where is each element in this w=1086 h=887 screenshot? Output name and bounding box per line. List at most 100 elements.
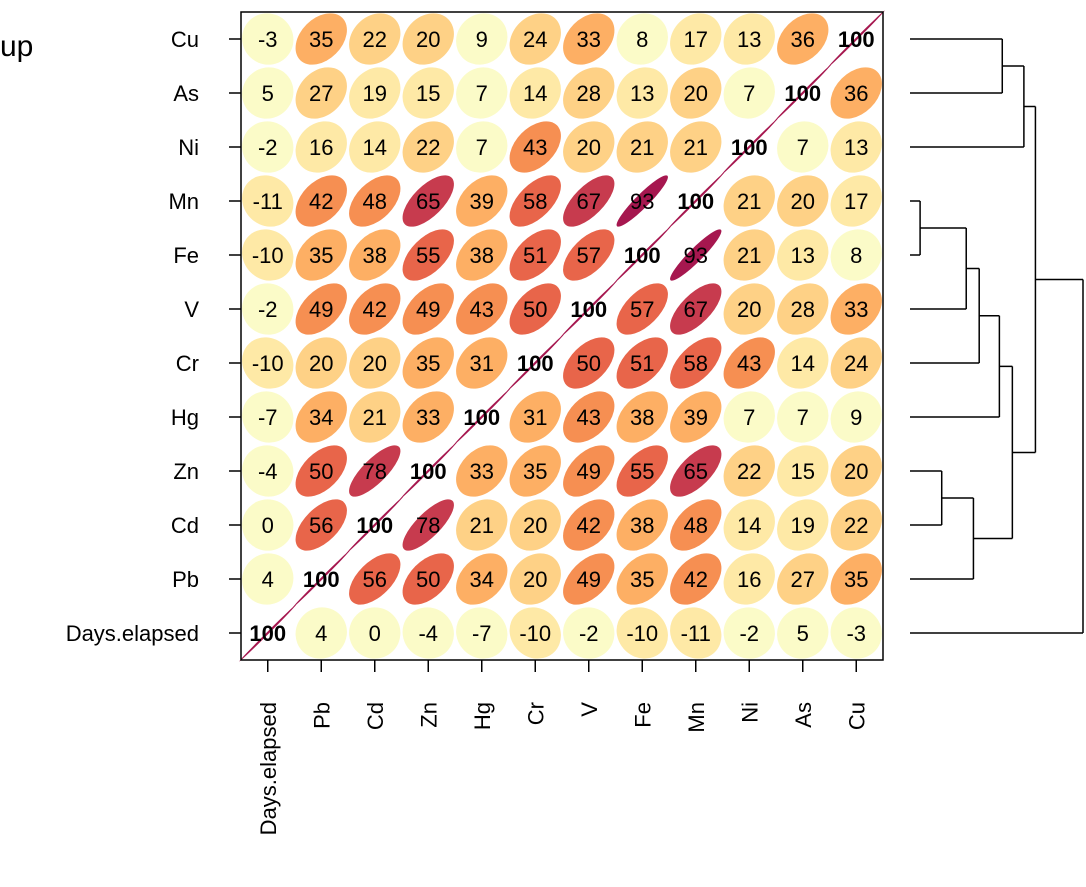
ellipse-Ni-Hg [456,121,508,173]
ellipse-Cu-Fe [616,13,668,65]
value-label: 4 [315,621,327,646]
ellipse-Mn-As [777,175,829,227]
value-label: 50 [577,351,601,376]
ellipse-Fe-Pb [295,229,347,281]
ellipse-V-Pb [295,283,347,335]
col-label-Cr: Cr [523,702,548,725]
value-label: 55 [416,243,440,268]
ellipse-Days.elapsed-V [563,607,615,659]
ellipse-As-Pb [295,67,347,119]
ellipse-Fe-Cu [830,229,882,281]
value-label: 100 [356,513,393,538]
value-label: 43 [577,405,601,430]
value-label: 100 [303,567,340,592]
value-label: 38 [363,243,387,268]
ellipse-Days.elapsed-Days.elapsed [239,604,297,662]
value-label: 20 [577,135,601,160]
axes-layer: Cu As Ni Mn Fe V Cr Hg Zn Cd Pb Days.elapsed Days.el… [66,11,884,835]
value-label: 15 [416,81,440,106]
value-label: 16 [737,567,761,592]
value-label: 39 [470,189,494,214]
ellipse-As-Cu [830,67,882,119]
value-label: 21 [684,135,708,160]
value-label: 100 [624,243,661,268]
ellipse-Cu-Zn [402,13,454,65]
ellipse-Ni-As [777,121,829,173]
value-label: 7 [476,81,488,106]
value-label: 36 [844,81,868,106]
value-label: -10 [626,621,658,646]
ellipse-Fe-Fe [613,226,671,284]
ellipse-Hg-Cd [349,391,401,443]
value-label: 100 [677,189,714,214]
ellipse-Cr-Days.elapsed [242,337,294,389]
ellipse-Pb-Days.elapsed [242,553,294,605]
plot-frame [240,11,884,661]
ellipse-As-Ni [723,67,775,119]
value-label: 20 [523,567,547,592]
ellipse-Cd-Days.elapsed [242,499,294,551]
value-label: 35 [630,567,654,592]
ellipse-V-Days.elapsed [242,283,294,335]
ellipse-Fe-Cd [349,229,401,281]
value-label: 100 [570,297,607,322]
value-label: 22 [737,459,761,484]
value-label: 13 [630,81,654,106]
value-label: -2 [258,297,278,322]
value-label: 35 [416,351,440,376]
col-label-Hg: Hg [470,702,495,730]
row-label-Mn: Mn [168,189,199,214]
value-label: 51 [630,351,654,376]
value-label: 13 [791,243,815,268]
value-label: 0 [369,621,381,646]
ellipse-As-V [563,67,615,119]
value-label: 19 [363,81,387,106]
row-label-Cu: Cu [171,27,199,52]
value-label: 35 [523,459,547,484]
value-label: 56 [309,513,333,538]
value-label: 7 [797,405,809,430]
value-label: 20 [684,81,708,106]
row-label-Zn: Zn [173,459,199,484]
value-label: 20 [737,297,761,322]
value-label: -11 [253,189,283,214]
ellipse-As-Cd [349,67,401,119]
value-label: 34 [470,567,494,592]
ellipse-Cr-Cd [349,337,401,389]
ellipse-Days.elapsed-Ni [723,607,775,659]
value-label: 17 [844,189,868,214]
ellipse-Zn-Cr [509,445,561,497]
ellipse-Days.elapsed-Cu [830,607,882,659]
ellipse-Cd-Zn [402,499,454,551]
value-label: 33 [416,405,440,430]
ellipse-Zn-Mn [670,445,722,497]
ellipse-Ni-Cd [349,121,401,173]
value-label: 93 [684,243,708,268]
ellipse-Ni-Cr [509,121,561,173]
ellipse-Zn-Zn [399,442,457,500]
value-label: 48 [684,513,708,538]
ellipse-Cu-Cr [509,13,561,65]
ellipse-Cd-V [563,499,615,551]
col-label-Zn: Zn [416,702,441,728]
col-label-Pb: Pb [309,702,334,729]
ellipse-Cd-Hg [456,499,508,551]
ellipse-Fe-Cr [509,229,561,281]
value-label: 19 [791,513,815,538]
value-label: 35 [844,567,868,592]
value-label: -2 [579,621,599,646]
value-label: 20 [523,513,547,538]
value-label: 20 [844,459,868,484]
value-label: 7 [797,135,809,160]
ellipse-V-Fe [616,283,668,335]
ellipse-Cu-Days.elapsed [242,13,294,65]
ellipse-Fe-Ni [723,229,775,281]
row-label-Cd: Cd [171,513,199,538]
value-label: 21 [737,243,761,268]
ellipse-Mn-Zn [402,175,454,227]
value-label: 9 [476,27,488,52]
value-label: -7 [472,621,492,646]
value-label: 7 [743,81,755,106]
value-label: 13 [737,27,761,52]
